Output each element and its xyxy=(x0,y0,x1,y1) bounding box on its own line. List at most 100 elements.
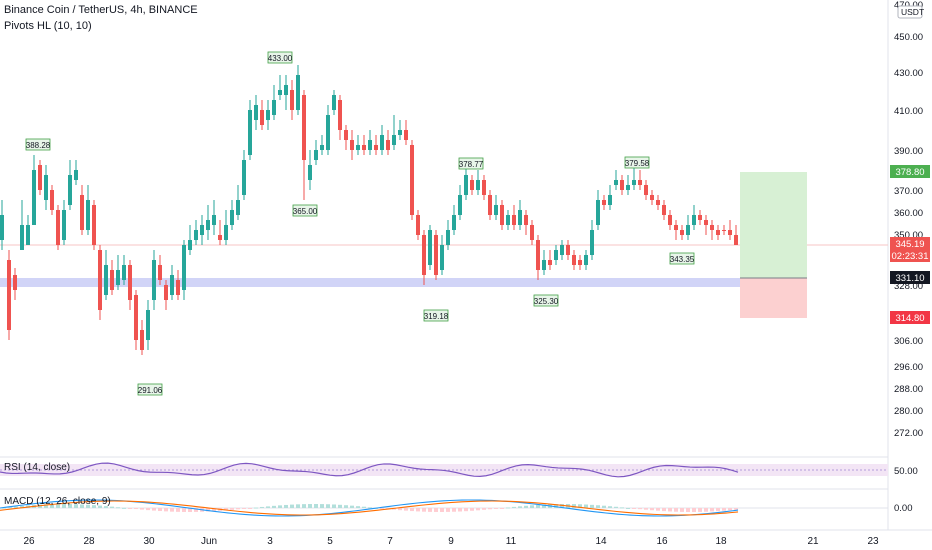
date-tick-label: 5 xyxy=(327,536,333,547)
candle-body xyxy=(680,230,684,235)
candle-body xyxy=(170,275,174,295)
candle-body xyxy=(608,195,612,205)
candle-body xyxy=(74,170,78,180)
candle-body xyxy=(536,240,540,270)
pivot-label: 378.77 xyxy=(459,160,484,169)
candle-body xyxy=(98,250,102,310)
candle-body xyxy=(422,235,426,275)
candle-body xyxy=(206,220,210,230)
macd-histogram-bar xyxy=(650,508,654,511)
candle-body xyxy=(278,90,282,95)
macd-histogram-bar xyxy=(422,508,426,512)
macd-histogram-bar xyxy=(44,504,48,508)
candle-body xyxy=(458,195,462,215)
macd-histogram-bar xyxy=(608,506,612,508)
macd-histogram-bar xyxy=(368,507,372,509)
macd-histogram-bar xyxy=(2,507,6,509)
macd-histogram-bar xyxy=(620,507,624,509)
candle-body xyxy=(62,210,66,240)
candle-body xyxy=(500,205,504,225)
pivot-badge xyxy=(669,252,695,265)
candle-body xyxy=(56,210,60,245)
macd-histogram-bar xyxy=(410,508,414,512)
macd-histogram-bar xyxy=(8,507,12,509)
candle-body xyxy=(410,145,414,215)
symbol-title: Binance Coin / TetherUS, 4h, BINANCE xyxy=(4,4,198,16)
macd-histogram-bar xyxy=(176,508,180,512)
candle-body xyxy=(626,185,630,190)
macd-histogram-bar xyxy=(278,505,282,508)
candle-body xyxy=(362,145,366,150)
pivot-badge xyxy=(137,383,163,396)
pivot-label: 343.35 xyxy=(670,255,695,264)
candle-body xyxy=(350,140,354,150)
candle-body xyxy=(254,105,258,120)
rsi-line xyxy=(0,462,739,478)
macd-histogram-bar xyxy=(482,508,486,510)
candle-body xyxy=(194,230,198,240)
macd-histogram-bar xyxy=(518,506,522,508)
macd-histogram-bar xyxy=(254,507,258,509)
candle-body xyxy=(566,245,570,255)
candle-body xyxy=(392,135,396,145)
candle-body xyxy=(176,280,180,295)
macd-histogram-bar xyxy=(206,508,210,512)
price-tick-label: 430.00 xyxy=(894,68,923,79)
candle-body xyxy=(716,230,720,235)
target-price-badge-text: 378.80 xyxy=(895,167,924,178)
candle-body xyxy=(332,95,336,110)
pivot-label: 319.18 xyxy=(424,312,449,321)
pivot-label: 433.00 xyxy=(268,54,293,63)
macd-histogram-bar xyxy=(380,508,384,509)
macd-histogram-bar xyxy=(446,508,450,512)
candle-body xyxy=(710,225,714,230)
macd-histogram-bar xyxy=(74,504,78,508)
candle-body xyxy=(698,215,702,220)
macd-histogram-bar xyxy=(434,508,438,512)
candle-body xyxy=(188,240,192,250)
macd-histogram-bar xyxy=(284,504,288,508)
date-tick-label: 21 xyxy=(807,536,819,547)
macd-histogram-bar xyxy=(230,508,234,510)
candle-body xyxy=(578,260,582,265)
macd-histogram-bar xyxy=(530,505,534,508)
candle-body xyxy=(134,295,138,340)
candle-body xyxy=(236,200,240,215)
date-tick-label: 3 xyxy=(267,536,273,547)
date-tick-label: 18 xyxy=(715,536,727,547)
macd-histogram-bar xyxy=(686,508,690,512)
price-tick-label: 390.00 xyxy=(894,146,923,157)
macd-histogram-bar xyxy=(20,505,24,508)
macd-histogram-bar xyxy=(494,508,498,509)
candle-body xyxy=(326,115,330,150)
macd-histogram-bar xyxy=(92,505,96,508)
price-tick-label: 296.00 xyxy=(894,362,923,373)
candle-body xyxy=(404,130,408,140)
price-tick-label: 450.00 xyxy=(894,32,923,43)
candle-body xyxy=(314,150,318,160)
macd-histogram-bar xyxy=(596,505,600,508)
candle-body xyxy=(272,100,276,115)
candle-body xyxy=(518,210,522,225)
candle-body xyxy=(554,250,558,260)
candle-body xyxy=(38,165,42,190)
candle-body xyxy=(284,85,288,95)
candle-body xyxy=(230,210,234,225)
macd-histogram-bar xyxy=(320,504,324,508)
macd-histogram-bar xyxy=(122,507,126,509)
macd-histogram-bar xyxy=(524,505,528,508)
macd-histogram-bar xyxy=(152,508,156,511)
candle-body xyxy=(68,175,72,205)
candle-body xyxy=(13,275,17,290)
price-tick-label: 288.00 xyxy=(894,384,923,395)
macd-histogram-bar xyxy=(134,508,138,510)
macd-histogram-bar xyxy=(698,508,702,512)
candle-body xyxy=(248,110,252,155)
macd-histogram-bar xyxy=(362,506,366,508)
candle-body xyxy=(164,285,168,300)
candle-body xyxy=(116,270,120,285)
macd-histogram-bar xyxy=(62,504,66,508)
candle-body xyxy=(728,230,732,235)
